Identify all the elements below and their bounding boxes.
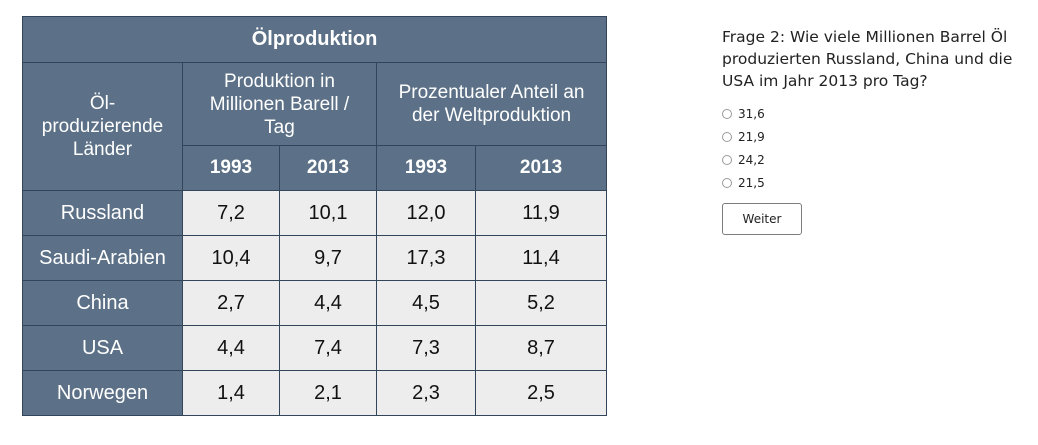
value-cell: 10,4 xyxy=(182,235,280,281)
answer-option-label: 24,2 xyxy=(738,152,765,167)
question-text: Frage 2: Wie viele Millionen Barrel Öl p… xyxy=(722,28,1013,90)
country-cell: USA xyxy=(22,325,183,371)
table-title: Ölproduktion xyxy=(21,16,608,63)
value-cell: 4,5 xyxy=(376,280,476,326)
country-cell: Saudi-Arabien xyxy=(22,235,183,281)
table-row: China 2,7 4,4 4,5 5,2 xyxy=(22,280,608,326)
value-cell: 11,4 xyxy=(474,235,608,281)
table-row: Saudi-Arabien 10,4 9,7 17,3 11,4 xyxy=(22,235,608,281)
year-header: 1993 xyxy=(376,145,476,191)
year-header: 2013 xyxy=(279,145,377,191)
value-cell: 2,3 xyxy=(376,370,476,416)
table-body: Russland 7,2 10,1 12,0 11,9 Saudi-Arabien 10,4… xyxy=(22,190,608,416)
value-cell: 10,1 xyxy=(279,190,377,236)
answer-option[interactable]: 21,5 xyxy=(722,171,1032,194)
table-row: Russland 7,2 10,1 12,0 11,9 xyxy=(22,190,608,236)
value-cell: 7,2 xyxy=(182,190,280,236)
value-cell: 1,4 xyxy=(182,370,280,416)
next-button[interactable]: Weiter xyxy=(722,203,802,235)
answer-option-label: 31,6 xyxy=(738,106,765,121)
quiz-panel: Frage 2: Wie viele Millionen Barrel Öl p… xyxy=(722,26,1032,235)
header-countries-label: Öl-produzierende Länder xyxy=(41,93,164,160)
header-production: Produktion in Millionen Barell / Tag xyxy=(182,62,377,146)
value-cell: 8,7 xyxy=(474,325,608,371)
header-production-label: Produktion in Millionen Barell / Tag xyxy=(209,70,350,138)
value-cell: 4,4 xyxy=(182,325,280,371)
radio-button-icon[interactable] xyxy=(722,154,732,165)
answer-option[interactable]: 31,6 xyxy=(722,102,1032,125)
value-cell: 7,4 xyxy=(279,325,377,371)
header-share-label: Prozentualer Anteil an der Weltproduktion xyxy=(398,82,585,126)
value-cell: 5,2 xyxy=(474,280,608,326)
radio-button-icon[interactable] xyxy=(722,108,732,119)
year-header: 2013 xyxy=(474,145,608,191)
country-cell: Norwegen xyxy=(22,370,183,416)
answer-option-label: 21,9 xyxy=(738,129,765,144)
answer-option-label: 21,5 xyxy=(738,175,765,190)
value-cell: 12,0 xyxy=(376,190,476,236)
value-cell: 2,1 xyxy=(279,370,377,416)
answer-options: 31,6 21,9 24,2 21,5 xyxy=(722,102,1032,194)
value-cell: 9,7 xyxy=(279,235,377,281)
answer-option[interactable]: 21,9 xyxy=(722,125,1032,148)
year-header: 1993 xyxy=(182,145,280,191)
header-countries: Öl-produzierende Länder xyxy=(22,62,183,191)
value-cell: 4,4 xyxy=(279,280,377,326)
value-cell: 7,3 xyxy=(376,325,476,371)
value-cell: 11,9 xyxy=(474,190,608,236)
value-cell: 2,5 xyxy=(474,370,608,416)
answer-option[interactable]: 24,2 xyxy=(722,148,1032,171)
country-cell: Russland xyxy=(22,190,183,236)
header-share: Prozentualer Anteil an der Weltproduktion xyxy=(375,62,608,146)
value-cell: 2,7 xyxy=(182,280,280,326)
value-cell: 17,3 xyxy=(376,235,476,281)
country-cell: China xyxy=(22,280,183,326)
table-row: USA 4,4 7,4 7,3 8,7 xyxy=(22,325,608,371)
radio-button-icon[interactable] xyxy=(722,131,732,142)
table-row: Norwegen 1,4 2,1 2,3 2,5 xyxy=(22,370,608,416)
radio-button-icon[interactable] xyxy=(722,177,732,188)
oil-production-table: Ölproduktion Öl-produzierende Länder Prod… xyxy=(21,16,608,416)
